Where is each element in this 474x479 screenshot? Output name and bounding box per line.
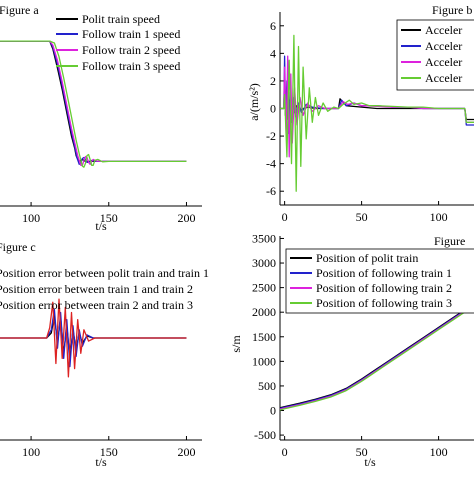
panel-c-x-tick-label-1: 150 — [100, 445, 118, 459]
panel-b-ylabel: a/(m/s²) — [247, 83, 261, 121]
panel-d-x-tick-label-1: 50 — [356, 445, 368, 459]
panel-a-x-tick-label-2: 200 — [177, 211, 195, 225]
panel-d-y-tick-label-7: 3000 — [252, 256, 276, 270]
panel-a-series — [0, 40, 187, 168]
panel-d-series-line-3 — [279, 305, 474, 411]
panel-a-x-tick-label-0: 100 — [22, 211, 40, 225]
panel-c-series — [0, 298, 187, 378]
legend-d-box — [285, 248, 474, 314]
panel-c-x-tick-label-2: 200 — [177, 445, 195, 459]
panel-d-series-line-2 — [279, 304, 474, 410]
panel-d-y-tick-label-8: 3500 — [252, 231, 276, 245]
legend-d-label-1: Position of following train 1 — [316, 266, 452, 280]
panel-a-series-line-3 — [0, 40, 187, 168]
panel-d-y-tick-label-2: 500 — [258, 379, 276, 393]
panel-d-ylabel: s/m — [229, 335, 243, 353]
panel-d-y-tick-label-4: 1500 — [252, 330, 276, 344]
legend-c-label-2: Position error between train 2 and train… — [0, 298, 193, 312]
panel-b-legend: Acceler Acceler Acceler Acceler — [396, 19, 474, 91]
panel-c-series-line-0 — [0, 314, 187, 360]
legend-a-label-0: Polit train speed — [82, 12, 160, 26]
panel-b-x-tick-label-0: 0 — [282, 210, 288, 224]
chart-panel-a: Figure a 100 150 200 t/s Polit train speed… — [0, 3, 202, 233]
panel-b-y-tick-label-1: -4 — [266, 157, 276, 171]
panel-b-y-tick-label-0: -6 — [266, 184, 276, 198]
panel-c-label: Figure c — [0, 240, 36, 254]
panel-b-series-line-2 — [280, 55, 474, 158]
legend-d-label-0: Position of polit train — [316, 251, 418, 265]
legend-d-label-2: Position of following train 2 — [316, 281, 452, 295]
panel-a-legend: Polit train speed Follow train 1 speed F… — [56, 12, 180, 73]
panel-c-xlabel: t/s — [95, 455, 107, 469]
panel-b-y-tick-label-5: 4 — [270, 46, 276, 60]
legend-b-label-0: Acceler — [425, 23, 462, 37]
panel-d-y-tick-label-5: 2000 — [252, 305, 276, 319]
panel-a-label: Figure a — [0, 3, 39, 17]
panel-d-y-tick-label-0: -500 — [254, 428, 276, 442]
legend-a-label-1: Follow train 1 speed — [82, 27, 180, 41]
panel-d-y-tick-label-1: 0 — [270, 404, 276, 418]
panel-b-series — [280, 34, 474, 192]
chart-panel-d: 0 50 100 -500 0 500 1000 1500 2000 2500 3000 3500 s… — [229, 231, 474, 469]
panel-b-y-tick-label-2: -2 — [266, 129, 276, 143]
legend-b-label-3: Acceler — [425, 71, 462, 85]
panel-d-y-tick-label-6: 2500 — [252, 281, 276, 295]
panel-a-x-tick-label-1: 150 — [100, 211, 118, 225]
panel-b-x-tick-label-1: 50 — [356, 210, 368, 224]
panel-b-y-tick-label-4: 2 — [270, 74, 276, 88]
panel-b-y-tick-label-6: 6 — [270, 19, 276, 33]
panel-d-xlabel: t/s — [364, 455, 376, 469]
panel-d-series-line-1 — [279, 304, 474, 410]
panel-b-x-tick-label-2: 100 — [430, 210, 448, 224]
panel-c-legend: Position error between polit train and t… — [0, 266, 209, 312]
panel-c-x-ticks: 100 150 200 — [22, 436, 195, 459]
panel-d-series — [279, 303, 474, 411]
panel-b-series-line-3 — [280, 34, 474, 192]
chart-panel-c: Figure c 100 150 200 t/s Position error be… — [0, 240, 209, 469]
panel-b-ticks: 0 50 100 -6 -4 -2 0 2 4 6 — [266, 19, 448, 224]
legend-b-label-2: Acceler — [425, 55, 462, 69]
panel-c-x-tick-label-0: 100 — [22, 445, 40, 459]
panel-c-series-line-2 — [0, 298, 187, 378]
panel-a-xlabel: t/s — [95, 219, 107, 233]
panel-b-label: Figure b — [432, 3, 472, 17]
legend-c-label-0: Position error between polit train and t… — [0, 266, 209, 280]
legend-d-label-3: Position of following train 3 — [316, 296, 452, 310]
panel-d-legend: Position of polit train Position of foll… — [285, 248, 474, 314]
panel-d-ticks: 0 50 100 -500 0 500 1000 1500 2000 2500 3000 3500 — [252, 231, 448, 459]
panel-b-y-tick-label-3: 0 — [270, 102, 276, 116]
legend-c-label-1: Position error between train 1 and train… — [0, 282, 193, 296]
panel-d-label: Figure — [434, 234, 465, 248]
legend-b-label-1: Acceler — [425, 39, 462, 53]
panel-d-x-tick-label-0: 0 — [282, 445, 288, 459]
legend-a-label-3: Follow train 3 speed — [82, 59, 180, 73]
panel-d-x-tick-label-2: 100 — [430, 445, 448, 459]
chart-panel-b: 0 50 100 -6 -4 -2 0 2 4 6 a/(m/s²) Figure b Accel… — [247, 3, 474, 224]
panel-a-x-ticks: 100 150 200 — [22, 202, 195, 225]
panel-d-series-line-0 — [279, 303, 474, 409]
panel-d-y-tick-label-3: 1000 — [252, 354, 276, 368]
legend-a-label-2: Follow train 2 speed — [82, 43, 180, 57]
